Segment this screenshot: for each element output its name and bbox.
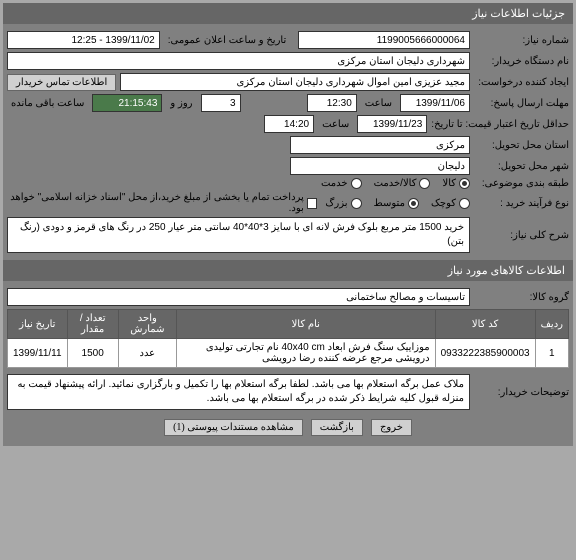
panel-title: جزئیات اطلاعات نیاز [472, 8, 565, 20]
buyer-name-field: شهرداری دلیجان استان مرکزی [7, 52, 470, 70]
radio-icon [408, 198, 419, 209]
need-number-label: شماره نیاز: [474, 35, 569, 46]
col-qty: تعداد / مقدار [67, 310, 118, 339]
issue-date-field: 1399/11/23 [357, 115, 427, 133]
buyer-notes-field: ملاک عمل برگه استعلام بها می باشد. لطفا … [7, 374, 470, 410]
days-label: روز و [166, 98, 196, 109]
panel-header: جزئیات اطلاعات نیاز [3, 3, 573, 24]
announce-field: 1399/11/02 - 12:25 [7, 31, 160, 49]
radio-icon [351, 178, 362, 189]
col-row: ردیف [535, 310, 568, 339]
contact-buyer-button[interactable]: اطلاعات تماس خریدار [7, 74, 116, 91]
exit-button[interactable]: خروج [371, 419, 412, 436]
back-button[interactable]: بازگشت [311, 419, 363, 436]
remaining-days-field: 3 [201, 94, 241, 112]
radio-icon [419, 178, 430, 189]
subject-radio-group: کالا کالا/خدمت خدمت [321, 178, 470, 189]
need-desc-label: شرح کلی نیاز: [474, 230, 569, 241]
radio-icon [459, 198, 470, 209]
issue-label: حداقل تاریخ اعتبار قیمت: تا تاریخ: [431, 119, 569, 130]
group-label: گروه کالا: [474, 292, 569, 303]
items-table: ردیف کد کالا نام کالا واحد شمارش تعداد /… [7, 309, 569, 368]
radio-icon [459, 178, 470, 189]
province-label: استان محل تحویل: [474, 140, 569, 151]
radio-large[interactable]: بزرگ [325, 198, 361, 209]
city-field: دلیجان [290, 157, 470, 175]
col-name: نام کالا [176, 310, 435, 339]
attachments-button[interactable]: مشاهده مستندات پیوستی (1) [164, 419, 303, 436]
deadline-label: مهلت ارسال پاسخ: [474, 98, 569, 109]
buytype-radio-group: کوچک متوسط بزرگ [325, 198, 470, 209]
col-code: کد کالا [435, 310, 535, 339]
remaining-time-field: 21:15:43 [92, 94, 162, 112]
items-title: اطلاعات کالاهای مورد نیاز [448, 265, 565, 277]
group-field: تاسیسات و مصالح ساختمانی [7, 288, 470, 306]
province-field: مرکزی [290, 136, 470, 154]
table-row: 1 0933222385900003 موزاییک سنگ فرش ابعاد… [8, 339, 569, 368]
deadline-time-field: 12:30 [307, 94, 357, 112]
radio-medium[interactable]: متوسط [374, 198, 419, 209]
payment-checkbox[interactable]: پرداخت تمام یا بخشی از مبلغ خرید،از محل … [7, 192, 317, 214]
buy-type-label: نوع فرآیند خرید : [474, 198, 569, 209]
radio-small[interactable]: کوچک [431, 198, 470, 209]
remaining-label: ساعت باقی مانده [7, 98, 88, 109]
radio-service-goods[interactable]: کالا/خدمت [374, 178, 431, 189]
checkbox-icon [307, 198, 318, 209]
deadline-date-field: 1399/11/06 [400, 94, 470, 112]
buyer-name-label: نام دستگاه خریدار: [474, 56, 569, 67]
time-label-2: ساعت [318, 119, 353, 130]
creator-field: مجید عزیزی امین اموال شهرداری دلیجان است… [120, 73, 470, 91]
creator-label: ایجاد کننده درخواست: [474, 77, 569, 88]
time-label-1: ساعت [361, 98, 396, 109]
radio-service[interactable]: خدمت [321, 178, 362, 189]
buyer-notes-label: توضیحات خریدار: [474, 387, 569, 398]
city-label: شهر محل تحویل: [474, 161, 569, 172]
radio-icon [351, 198, 362, 209]
col-unit: واحد شمارش [118, 310, 176, 339]
need-number-field: 1199005666000064 [298, 31, 470, 49]
items-header: اطلاعات کالاهای مورد نیاز [3, 260, 573, 281]
col-date: تاریخ نیاز [8, 310, 68, 339]
issue-time-field: 14:20 [264, 115, 314, 133]
announce-label: تاریخ و ساعت اعلان عمومی: [164, 35, 291, 46]
need-desc-field: خرید 1500 متر مربع بلوک فرش لانه ای با س… [7, 217, 470, 253]
subject-label: طبقه بندی موضوعی: [474, 178, 569, 189]
radio-goods[interactable]: کالا [442, 178, 470, 189]
